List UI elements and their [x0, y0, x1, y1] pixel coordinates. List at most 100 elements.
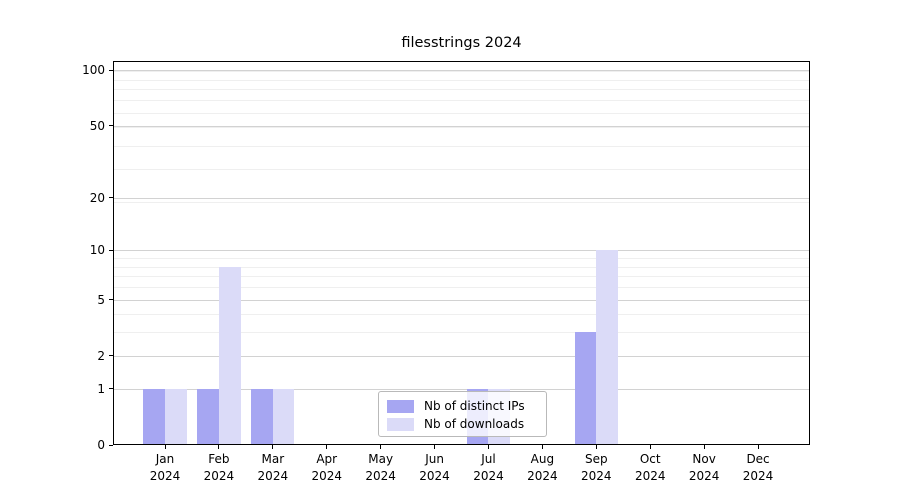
legend-swatch-distinct-ips [387, 399, 414, 413]
x-tick-month: Apr [316, 452, 338, 466]
gridline-minor [113, 314, 810, 316]
x-tick-month: Oct [639, 452, 661, 466]
x-tick-mark [380, 445, 382, 449]
x-tick-year: 2024 [581, 469, 612, 483]
y-tick-label: 20 [89, 190, 105, 205]
x-tick-month: Jun [425, 452, 444, 466]
x-tick-label: Jan 2024 [137, 451, 193, 485]
gridline-minor [113, 145, 810, 147]
y-tick-label: 10 [89, 243, 105, 258]
x-tick-label: Mar 2024 [245, 451, 301, 485]
x-tick-mark [326, 445, 328, 449]
x-tick-year: 2024 [203, 469, 235, 483]
y-tick-mark [109, 355, 113, 357]
gridline-minor [113, 79, 810, 81]
x-tick-year: 2024 [365, 469, 396, 483]
gridline-minor [113, 168, 810, 170]
y-tick-label: 2 [97, 348, 105, 363]
gridline-major [113, 70, 810, 72]
bar-distinct-ips-feb [197, 388, 219, 445]
gridline-major [113, 197, 810, 199]
x-tick-mark [757, 445, 759, 449]
bar-downloads-sep [596, 250, 618, 445]
x-tick-mark [272, 445, 274, 449]
bar-distinct-ips-mar [251, 388, 273, 445]
x-tick-mark [218, 445, 220, 449]
gridline-minor [113, 71, 810, 73]
gridline-major [113, 125, 810, 127]
x-tick-month: May [368, 452, 394, 466]
y-tick-label: 5 [97, 292, 105, 307]
plot-area [113, 61, 810, 446]
x-tick-month: Nov [692, 452, 716, 466]
x-tick-year: 2024 [688, 469, 720, 483]
gridline-minor [113, 201, 810, 203]
chart-title: filesstrings 2024 [401, 35, 522, 51]
x-tick-mark [649, 445, 651, 449]
gridline-minor [113, 276, 810, 278]
x-tick-month: Jul [481, 452, 496, 466]
x-tick-label: Nov 2024 [676, 451, 732, 485]
x-tick-month: Sep [585, 452, 608, 466]
y-tick-mark [109, 299, 113, 301]
x-tick-mark [595, 445, 597, 449]
x-tick-year: 2024 [149, 469, 181, 483]
x-tick-mark [703, 445, 705, 449]
x-tick-year: 2024 [257, 469, 289, 483]
x-tick-year: 2024 [527, 469, 558, 483]
x-tick-mark [541, 445, 543, 449]
y-tick-label: 50 [89, 118, 105, 133]
x-tick-mark [434, 445, 436, 449]
bar-distinct-ips-jan [143, 388, 165, 445]
x-tick-year: 2024 [473, 469, 504, 483]
gridline-minor [113, 287, 810, 289]
y-tick-label: 0 [97, 438, 105, 452]
gridline-minor [113, 112, 810, 114]
gridline-minor [113, 100, 810, 102]
x-tick-year: 2024 [311, 469, 342, 483]
gridline-minor [113, 258, 810, 260]
x-tick-year: 2024 [419, 469, 450, 483]
y-tick-mark [109, 249, 113, 251]
legend: Nb of distinct IPs Nb of downloads [378, 391, 547, 437]
gridline-major [113, 299, 810, 301]
y-tick-label: 100 [82, 63, 105, 78]
gridline-major [113, 250, 810, 252]
x-tick-label: Jun 2024 [407, 451, 463, 485]
x-tick-label: Feb 2024 [191, 451, 247, 485]
x-tick-label: Apr 2024 [299, 451, 355, 485]
x-tick-mark [487, 445, 489, 449]
x-tick-mark [164, 445, 166, 449]
x-tick-label: May 2024 [353, 451, 409, 485]
x-tick-label: Oct 2024 [622, 451, 678, 485]
gridline-major [113, 355, 810, 357]
gridline-minor [113, 332, 810, 334]
bar-downloads-mar [272, 388, 295, 445]
legend-swatch-downloads [387, 417, 414, 431]
x-tick-month: Jan [155, 452, 175, 466]
legend-item-distinct-ips: Nb of distinct IPs [387, 397, 539, 415]
y-tick-mark [109, 444, 113, 446]
y-tick-mark [109, 197, 113, 199]
x-tick-month: Dec [746, 452, 770, 466]
x-tick-month: Mar [261, 452, 285, 466]
bar-downloads-feb [218, 266, 241, 445]
y-tick-mark [109, 388, 113, 390]
bar-distinct-ips-sep [574, 332, 597, 445]
bar-downloads-jan [165, 388, 187, 445]
gridline-minor [113, 266, 810, 268]
legend-item-downloads: Nb of downloads [387, 415, 539, 433]
x-tick-month: Feb [208, 452, 230, 466]
x-tick-month: Aug [530, 452, 555, 466]
x-tick-year: 2024 [742, 469, 774, 483]
y-tick-mark [109, 125, 113, 127]
x-tick-label: Aug 2024 [514, 451, 570, 485]
gridline-minor [113, 89, 810, 91]
gridline-major [113, 388, 810, 390]
legend-label-downloads: Nb of downloads [424, 417, 525, 431]
x-tick-label: Dec 2024 [730, 451, 786, 485]
legend-label-distinct-ips: Nb of distinct IPs [424, 399, 525, 413]
x-tick-year: 2024 [634, 469, 666, 483]
gridline-minor [113, 127, 810, 129]
